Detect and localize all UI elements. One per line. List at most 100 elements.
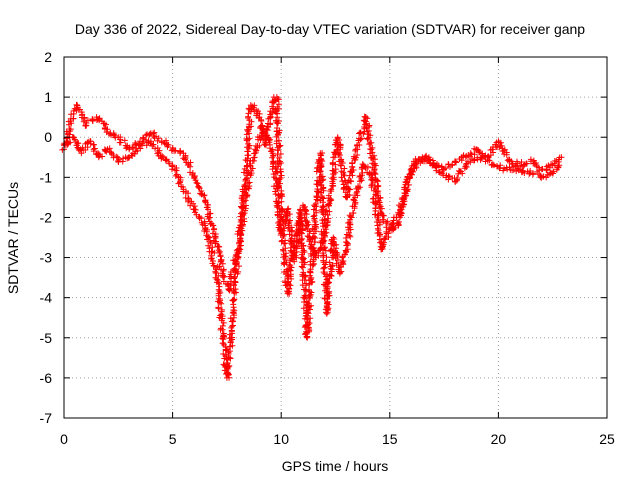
series-trace-mark [162, 157, 169, 164]
data-point [219, 326, 226, 333]
series-trace-mark [232, 286, 239, 293]
series-trace-mark [209, 230, 216, 237]
series-trace-mark [321, 264, 328, 271]
series-trace-mark [307, 276, 314, 283]
series-trace-mark [346, 212, 353, 219]
y-tick-label: -6 [40, 370, 53, 386]
series-trace-mark [403, 179, 410, 186]
series-trace-mark [261, 141, 268, 148]
series-trace-mark [162, 156, 169, 163]
series-trace-mark [338, 174, 345, 181]
series-trace-mark [216, 243, 223, 250]
series-trace-mark [329, 262, 336, 269]
data-point [297, 214, 304, 221]
series-trace-mark [149, 143, 156, 150]
series-trace-mark [147, 140, 154, 147]
series-trace-mark [201, 192, 208, 199]
series-trace-mark [548, 169, 555, 176]
series-trace-mark [347, 213, 354, 220]
series-trace-mark [235, 263, 242, 270]
series-trace-mark [342, 189, 349, 196]
series-trace-mark [323, 207, 330, 214]
series-trace-mark [372, 211, 379, 218]
series-trace-mark [320, 269, 327, 276]
series-trace-mark [317, 189, 324, 196]
series-trace-mark [187, 163, 194, 170]
series-trace-mark [280, 218, 287, 225]
series-trace-mark [334, 139, 341, 146]
series-trace-mark [286, 261, 293, 268]
plot-frame [63, 56, 608, 419]
series-trace-mark [196, 184, 203, 191]
series-trace-mark [273, 138, 280, 145]
series-trace-mark [212, 233, 219, 240]
series-trace-mark [282, 240, 289, 247]
series-trace-mark [219, 260, 226, 267]
series-trace-mark [453, 159, 460, 166]
series-trace-mark [521, 169, 528, 176]
series-trace-mark [287, 262, 294, 269]
data-point [491, 162, 498, 169]
series-trace-mark [315, 158, 322, 165]
series-trace-mark [325, 192, 332, 199]
series-trace-mark [273, 185, 280, 192]
series-trace-mark [309, 225, 316, 232]
series-trace-mark [242, 197, 249, 204]
y-tick-label: -5 [40, 330, 53, 346]
series-trace-mark [396, 211, 403, 218]
series-trace-mark [523, 160, 530, 167]
series-trace-mark [132, 139, 139, 146]
series-trace-mark [320, 232, 327, 239]
series-trace-mark [231, 307, 238, 314]
series-trace-mark [449, 161, 456, 168]
series-trace-mark [497, 162, 504, 169]
series-trace-mark [287, 247, 294, 254]
data-point [558, 154, 565, 161]
series-trace-mark [257, 137, 264, 144]
series-trace-mark [373, 201, 380, 208]
series-trace-mark [140, 138, 147, 145]
series-trace-mark [433, 161, 440, 168]
x-tick-label: 0 [60, 431, 68, 447]
series-trace-mark [277, 150, 284, 157]
series-trace-mark [380, 212, 387, 219]
series-trace-mark [398, 206, 405, 213]
series-trace-mark [500, 167, 507, 174]
series-trace-mark [244, 136, 251, 143]
series-trace-mark [362, 118, 369, 125]
series-trace-mark [150, 130, 157, 137]
series-trace-mark [267, 108, 274, 115]
series-trace-mark [372, 191, 379, 198]
x-tick-label: 5 [169, 431, 177, 447]
series-trace-mark [223, 370, 230, 377]
series-trace-mark [198, 215, 205, 222]
series-trace-mark [346, 192, 353, 199]
series-trace-mark [337, 144, 344, 151]
data-point [328, 186, 335, 193]
series-trace-mark [323, 303, 330, 310]
series-trace-mark [384, 220, 391, 227]
series-trace-mark [177, 148, 184, 155]
series-trace-mark [331, 235, 338, 242]
series-trace-mark [408, 168, 415, 175]
series-trace-mark [232, 266, 239, 273]
series-trace-mark [110, 130, 117, 137]
series-trace-mark [298, 230, 305, 237]
series-trace-mark [306, 320, 313, 327]
series-trace-mark [272, 188, 279, 195]
series-trace-mark [319, 208, 326, 215]
series-trace-mark [209, 222, 216, 229]
series-trace-mark [471, 151, 478, 158]
series-trace-mark [362, 165, 369, 172]
series-trace-mark [229, 318, 236, 325]
series-trace-mark [352, 201, 359, 208]
series-trace-mark [245, 152, 252, 159]
series-trace-mark [150, 141, 157, 148]
series-trace-mark [274, 212, 281, 219]
series-trace-mark [305, 321, 312, 328]
series-trace-mark [324, 212, 331, 219]
series-trace-mark [274, 114, 281, 121]
series-trace-mark [320, 240, 327, 247]
series-trace-mark [306, 268, 313, 275]
series-trace-mark [344, 185, 351, 192]
